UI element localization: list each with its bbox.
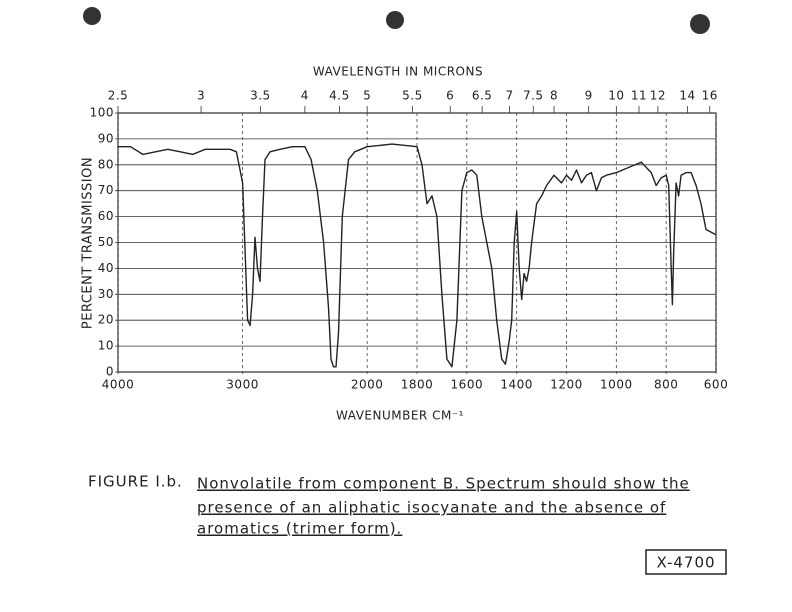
x-tick-label: 1000 (600, 378, 633, 392)
top-tick-label: 7.5 (523, 89, 544, 103)
top-tick-label: 10 (608, 89, 624, 103)
y-axis-title: PERCENT TRANSMISSION (81, 157, 96, 329)
top-tick-label: 6 (446, 89, 454, 103)
x-tick-label: 800 (654, 378, 678, 392)
x-tick-label: 1200 (550, 378, 583, 392)
caption-line: aromatics (trimer form). (197, 520, 402, 538)
y-tick-label: 70 (98, 183, 114, 197)
caption-line: Nonvolatile from component B. Spectrum s… (197, 475, 690, 493)
top-tick-label: 4.5 (329, 89, 350, 103)
x-tick-label: 600 (704, 378, 728, 392)
y-tick-label: 50 (98, 235, 114, 249)
x-tick-label: 2000 (351, 378, 384, 392)
spectrum-line (118, 143, 717, 368)
top-tick-label: 11 (631, 89, 647, 103)
top-tick-label: 5 (363, 89, 371, 103)
x-tick-label: 4000 (102, 378, 135, 392)
top-tick-label: 7 (505, 89, 513, 103)
x-axis-title: WAVENUMBER CM⁻¹ (336, 409, 464, 423)
top-tick-label: 6.5 (472, 89, 493, 103)
y-tick-label: 10 (98, 339, 114, 353)
punch-hole (386, 11, 404, 29)
top-tick-label: 8 (550, 89, 558, 103)
top-tick-label: 3 (197, 89, 205, 103)
top-tick-label: 16 (702, 89, 718, 103)
top-tick-label: 4 (301, 89, 309, 103)
x-tick-label: 1800 (401, 378, 434, 392)
caption-label: FIGURE I.b. (88, 473, 183, 491)
y-tick-label: 20 (98, 313, 114, 327)
top-tick-label: 14 (679, 89, 695, 103)
top-tick-label: 2.5 (108, 89, 129, 103)
top-tick-label: 3.5 (250, 89, 271, 103)
y-tick-label: 90 (98, 131, 114, 145)
top-tick-label: 9 (585, 89, 593, 103)
stamp: X-4700 (656, 554, 715, 572)
x-tick-label: 1600 (451, 378, 484, 392)
y-tick-label: 100 (90, 106, 114, 120)
punch-hole (83, 7, 101, 25)
y-tick-label: 80 (98, 157, 114, 171)
caption-line: presence of an aliphatic isocyanate and … (197, 499, 666, 517)
y-tick-label: 30 (98, 287, 114, 301)
y-tick-label: 40 (98, 261, 114, 275)
x-tick-label: 1400 (500, 378, 533, 392)
punch-hole (690, 14, 710, 34)
y-tick-label: 60 (98, 209, 114, 223)
x-tick-label: 3000 (226, 378, 259, 392)
top-tick-label: 12 (650, 89, 666, 103)
top-axis-title: WAVELENGTH IN MICRONS (313, 65, 483, 79)
top-tick-label: 5.5 (402, 89, 423, 103)
y-tick-label: 0 (106, 365, 114, 379)
stamp-box (645, 549, 727, 575)
